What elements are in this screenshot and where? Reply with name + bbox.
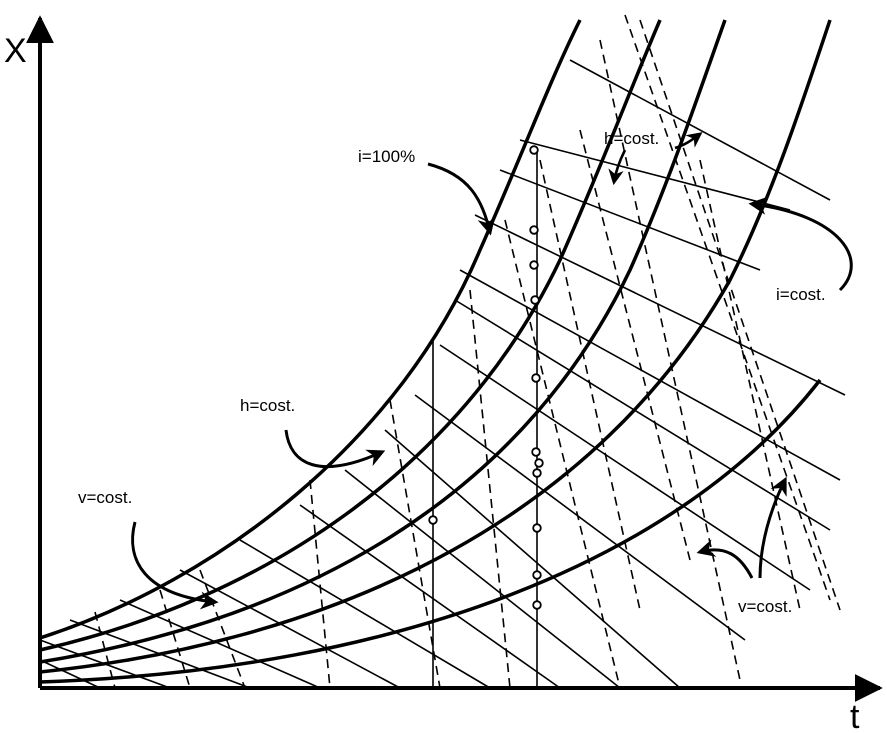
arrow-h-cost-top-right [674,132,703,150]
i-curve-5 [39,378,822,684]
v-const-dashed-lines [94,14,841,689]
i-curve-4 [39,19,832,674]
x-axis-label: t [850,698,860,733]
arrow-v-cost-left [131,521,219,610]
y-axis-label: X [4,32,27,70]
arrow-i-cost [748,196,853,292]
arrow-v-cost-right-up [758,476,787,579]
i-curve-2 [39,19,662,652]
annotation-h-cost-left: h=cost. [240,396,295,415]
arrow-h-cost-top-left [608,149,627,186]
annotation-i-100: i=100% [358,147,415,166]
arrow-v-cost-right-left [696,539,754,579]
annotation-v-cost-right: v=cost. [738,597,792,616]
annotation-h-cost-top: h=cost. [604,129,659,148]
annotation-i-cost: i=cost. [776,285,826,304]
i-100-curve [39,19,582,640]
annotation-v-cost-left: v=cost. [78,488,132,507]
arrow-i-100 [427,162,496,236]
i-curve-3 [39,19,727,664]
intersection-markers [428,145,544,610]
arrow-h-cost-left [284,429,386,469]
